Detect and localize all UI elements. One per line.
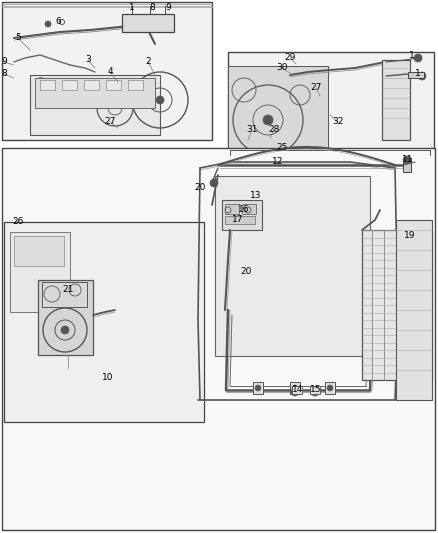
Text: 29: 29	[284, 53, 296, 62]
Text: 8: 8	[149, 4, 155, 12]
Circle shape	[292, 385, 298, 391]
Bar	[106, 80, 121, 90]
Bar	[35, 78, 155, 108]
Text: 32: 32	[332, 117, 344, 126]
Text: 27: 27	[104, 117, 116, 126]
Bar	[362, 230, 432, 380]
Bar	[14, 236, 64, 266]
Circle shape	[45, 21, 51, 27]
Bar	[2, 148, 435, 530]
Bar	[325, 382, 335, 394]
Text: 14: 14	[292, 385, 304, 394]
Circle shape	[327, 385, 333, 391]
Text: 15: 15	[310, 385, 322, 394]
Text: 31: 31	[246, 125, 258, 134]
Bar	[62, 80, 77, 90]
Bar	[228, 66, 328, 176]
Circle shape	[418, 72, 426, 80]
Circle shape	[255, 385, 261, 391]
Bar	[396, 220, 432, 400]
Text: 20: 20	[194, 183, 206, 192]
Text: 17: 17	[232, 215, 244, 224]
Text: 30: 30	[276, 63, 288, 72]
Polygon shape	[4, 222, 100, 340]
Bar	[403, 158, 411, 172]
Text: 9: 9	[165, 4, 171, 12]
Bar	[2, 2, 212, 140]
Text: 25: 25	[276, 143, 288, 152]
Circle shape	[263, 115, 273, 125]
Bar	[222, 200, 262, 230]
Text: 16: 16	[238, 206, 250, 214]
Bar	[30, 75, 160, 135]
Bar	[225, 204, 239, 214]
Text: 27: 27	[310, 84, 321, 93]
Bar	[382, 60, 410, 140]
Circle shape	[210, 179, 218, 187]
Text: 26: 26	[12, 217, 24, 227]
Bar	[84, 80, 99, 90]
Circle shape	[311, 388, 319, 396]
Text: 20: 20	[240, 268, 252, 277]
Text: 13: 13	[250, 191, 262, 200]
Text: 6: 6	[55, 18, 61, 27]
Bar	[4, 222, 204, 422]
Circle shape	[414, 54, 422, 62]
Text: 28: 28	[268, 125, 280, 134]
Text: 12: 12	[272, 157, 284, 166]
Text: 4: 4	[107, 68, 113, 77]
Bar	[408, 72, 424, 78]
Bar	[242, 204, 256, 214]
Bar	[225, 216, 255, 224]
Bar	[215, 176, 370, 356]
Text: 1: 1	[129, 4, 135, 12]
Text: 21: 21	[62, 286, 74, 295]
Circle shape	[156, 96, 164, 104]
Circle shape	[403, 156, 411, 164]
Text: 8: 8	[1, 69, 7, 78]
Text: 3: 3	[85, 55, 91, 64]
Bar	[292, 386, 302, 394]
Text: 11: 11	[402, 156, 414, 165]
Bar	[290, 382, 300, 394]
Text: 10: 10	[102, 374, 114, 383]
Bar	[42, 282, 87, 307]
Bar	[122, 14, 174, 32]
Text: 19: 19	[404, 231, 416, 240]
Text: 2: 2	[145, 58, 151, 67]
Circle shape	[291, 388, 299, 396]
Bar	[40, 80, 55, 90]
Bar	[253, 382, 263, 394]
Bar	[228, 52, 434, 190]
Bar	[10, 232, 70, 312]
Text: 5: 5	[15, 34, 21, 43]
Text: 9: 9	[1, 58, 7, 67]
Bar	[38, 280, 93, 355]
Bar	[128, 80, 143, 90]
Circle shape	[61, 326, 69, 334]
Bar	[310, 386, 320, 394]
Text: 1: 1	[415, 69, 421, 78]
Text: 1: 1	[409, 52, 415, 61]
